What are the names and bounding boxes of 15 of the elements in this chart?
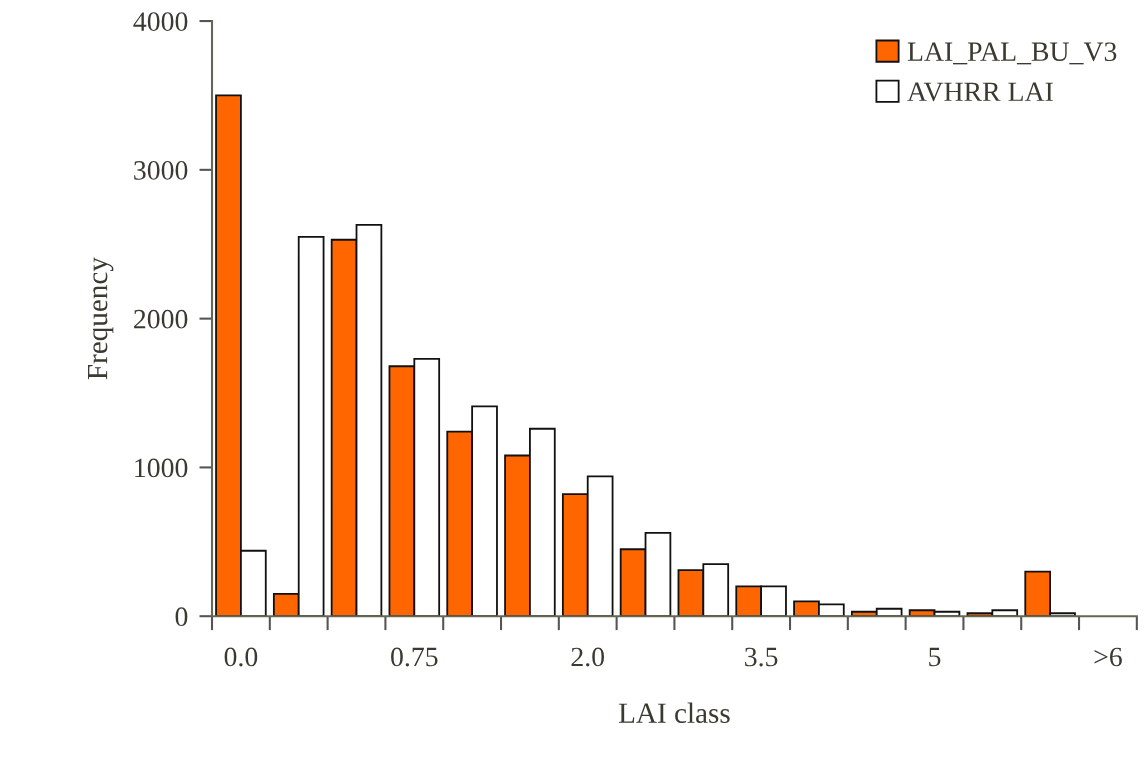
legend-label: AVHRR LAI xyxy=(907,82,1053,102)
y-tick-label: 0 xyxy=(175,607,188,627)
x-tick-label: >6 xyxy=(1094,647,1122,667)
x-tick-label: 2.0 xyxy=(571,647,605,667)
y-tick-label: 2000 xyxy=(134,309,188,329)
x-axis-title: LAI class xyxy=(618,702,730,724)
x-tick-label: 3.5 xyxy=(745,647,778,667)
y-tick-label: 1000 xyxy=(135,458,188,478)
legend-label: LAI_PAL_BU_V3 xyxy=(907,42,1117,65)
x-tick-label: 5 xyxy=(929,647,941,667)
y-tick-label: 4000 xyxy=(133,12,188,31)
y-axis-title: Frequency xyxy=(88,257,114,380)
x-tick-label: 0.0 xyxy=(224,647,258,667)
x-tick-label: 0.75 xyxy=(391,647,438,667)
y-tick-label: 3000 xyxy=(134,161,188,180)
